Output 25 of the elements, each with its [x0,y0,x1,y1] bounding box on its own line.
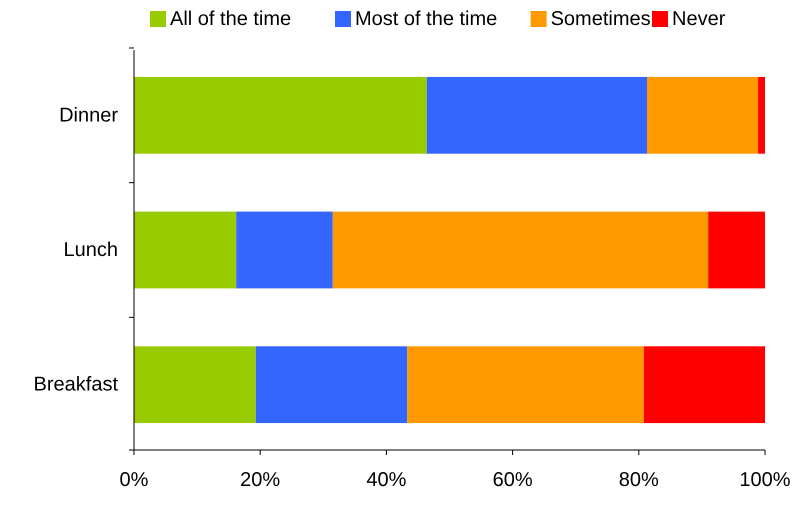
bar [647,76,758,154]
x-tick-label: 0% [120,469,149,491]
bar [407,346,644,424]
x-tick-label: 60% [492,469,533,491]
x-tick-label: 80% [618,469,660,491]
bar [332,212,708,288]
bar [134,76,427,154]
bar [134,346,256,424]
bar [426,76,648,154]
x-tick-label: 20% [240,469,280,491]
y-tick-label: Breakfast [34,374,118,396]
bar [256,346,408,424]
bar [644,346,765,424]
x-tick-label: 100% [739,469,791,491]
legend-label: Most of the time [355,8,498,30]
legend-label: All of the time [170,8,292,30]
x-tick-label: 40% [366,469,407,491]
bar [708,212,765,288]
bar [758,76,765,154]
y-tick-label: Lunch [64,239,118,261]
bar [134,212,236,288]
legend-label: Never [672,8,726,30]
y-tick-label: Dinner [59,104,118,126]
legend-label: Sometimes [550,8,651,30]
bar [236,212,333,288]
